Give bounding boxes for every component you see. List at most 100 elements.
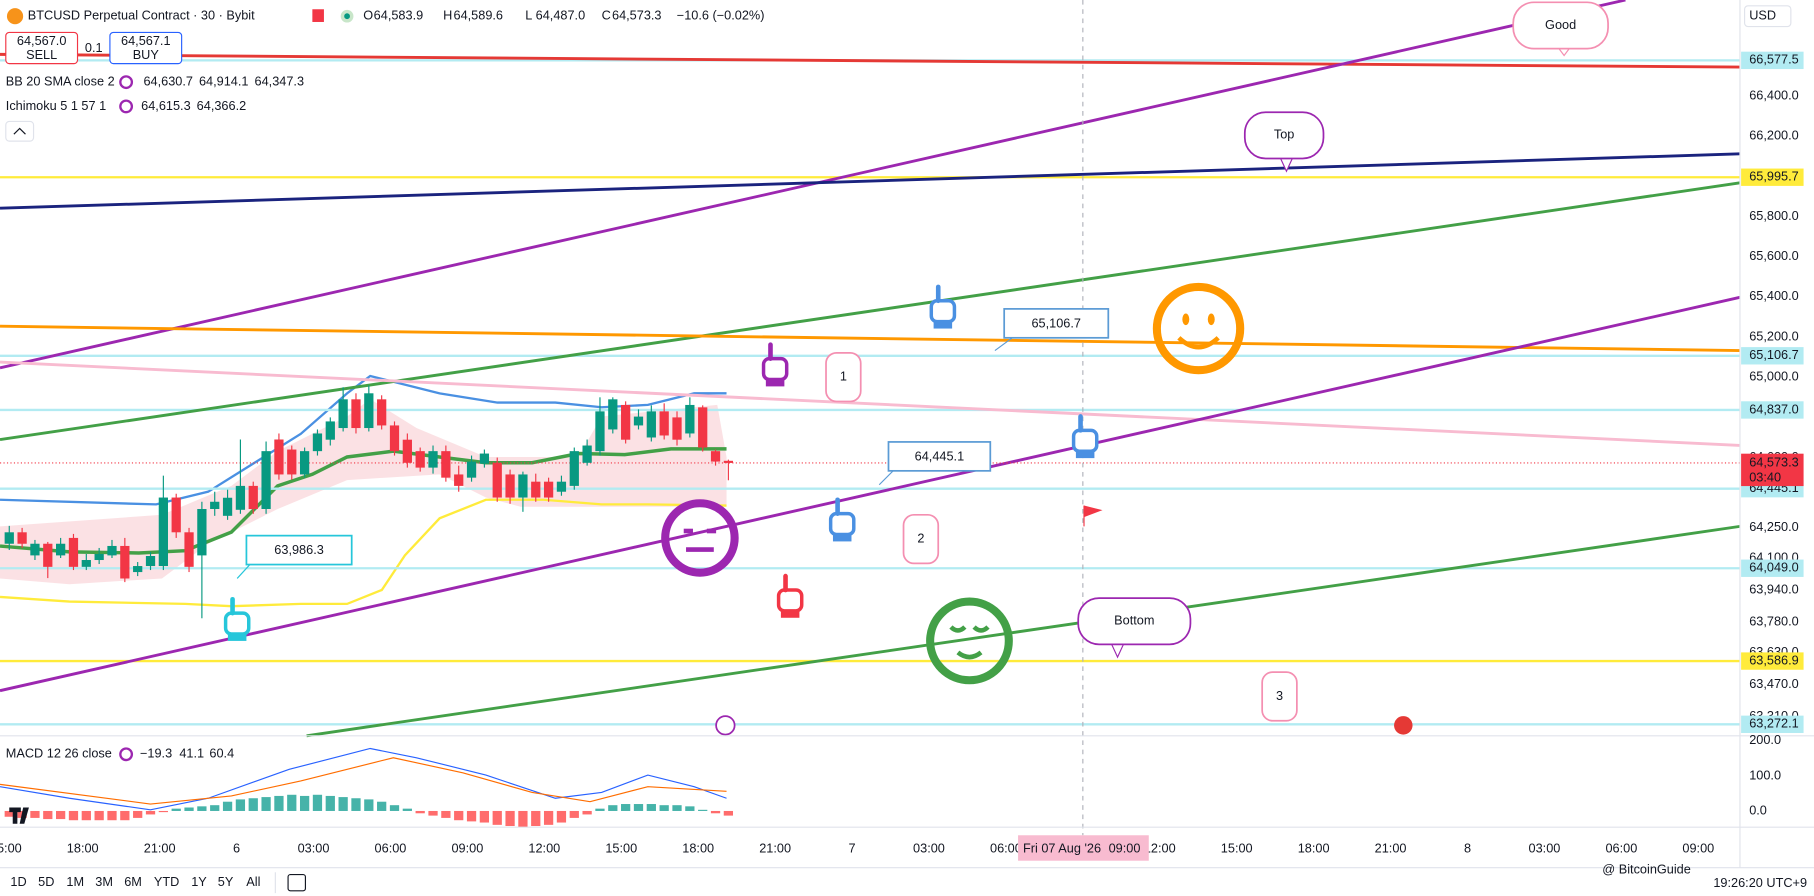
hand-cuff [1075,451,1095,459]
number-tag [1261,671,1298,722]
speech-bubble [1243,111,1325,160]
range-button[interactable]: 5D [38,874,54,889]
candle-body [261,451,271,509]
macd-histogram [94,810,104,821]
macd-axis-label: 200.0 [1749,732,1781,747]
range-button[interactable]: 6M [124,874,142,889]
x-tick-label: 12:00 [1144,841,1176,856]
x-tick-label: 21:00 [759,841,791,856]
macd-histogram [107,810,117,821]
macd-histogram [338,797,348,811]
range-button[interactable]: 5Y [218,874,234,889]
buy-label[interactable]: BUY [133,47,160,62]
range-button[interactable]: 1D [10,874,26,889]
level-label-bg [1741,715,1804,733]
macd-histogram [633,804,644,811]
macd-histogram [685,806,695,811]
candle-body [479,453,490,464]
x-tick-label: 12:00 [528,841,560,856]
hand-cuff [780,610,800,618]
indicator-value: −19.3 [140,746,172,761]
x-tick-label: 7 [849,841,856,856]
currency-label[interactable]: USD [1749,8,1776,23]
macd-histogram [248,798,258,811]
macd-histogram [4,810,14,817]
calendar-icon[interactable] [287,874,307,892]
callout-tail [878,470,894,486]
candle-body [402,439,412,463]
macd-histogram [608,805,618,811]
macd-histogram [261,797,271,811]
current-price-bg [1741,453,1804,487]
trend-line [0,181,1741,442]
currency-button[interactable] [1743,5,1792,28]
buy-price[interactable]: 64,567.1 [121,33,171,48]
x-tick-label: 21:00 [1375,841,1407,856]
bubble-text: Good [1545,17,1576,32]
candle-body [582,445,592,463]
sell-price[interactable]: 64,567.0 [17,33,67,48]
macd-histogram [30,810,40,818]
candle-body [4,532,14,544]
level-label-bg [1741,559,1804,577]
bubble-tail [1278,155,1294,173]
x-tick-label: 18:00 [1298,841,1330,856]
candle-body [621,404,631,440]
candle-body [723,460,734,463]
callout-tail [236,564,251,579]
candle-body [428,451,438,468]
macd-histogram [364,799,374,811]
candle-body [595,411,605,452]
candle-body [287,449,297,475]
sell-button[interactable] [5,31,79,65]
event-icon [715,715,736,736]
range-button[interactable]: 1M [66,874,84,889]
macd-histogram [479,810,490,823]
sell-label[interactable]: SELL [26,47,57,62]
candle-body [338,399,348,429]
level-label: 66,577.5 [1749,52,1799,67]
macd-histogram [723,810,734,816]
macd-histogram [56,810,66,820]
candle-body [325,421,335,440]
ohlc-value: 64,573.3 [612,8,662,23]
range-button[interactable]: YTD [154,874,179,889]
indicator-name: BB 20 SMA close 2 [6,73,115,88]
change: −10.6 (−0.02%) [677,8,765,23]
indicator-name: Ichimoku 5 1 57 1 [6,98,106,113]
callout-box [887,441,992,472]
y-tick-label: 65,400.0 [1749,288,1799,303]
trend-line [0,152,1740,210]
range-button[interactable]: All [246,874,260,889]
buy-button[interactable] [109,31,183,65]
candle-body [377,399,387,426]
ohlc-value: 64,589.6 [454,8,504,23]
collapse-button[interactable] [5,120,35,142]
macd-histogram [672,805,682,811]
hand-icon [223,611,251,636]
candle-body [556,481,567,492]
candle-body [389,425,400,452]
emoji-eye [1182,313,1190,326]
indicator-name: MACD 12 26 close [6,746,112,761]
trend-line [306,524,1741,738]
hand-icon [1071,428,1099,453]
macd-histogram [454,810,464,821]
callout-box [245,534,353,566]
number-text: 2 [917,530,924,545]
range-button[interactable]: 1Y [191,874,207,889]
trend-line [0,295,1741,693]
level-label-bg [1741,168,1804,186]
macd-histogram [698,809,708,811]
y-tick-label: 66,200.0 [1749,128,1799,143]
macd-histogram [389,805,400,811]
crosshair-date: Fri 07 Aug '26 [1023,841,1101,856]
callout-text: 64,445.1 [915,448,965,463]
macd-histogram [184,807,194,811]
range-button[interactable]: 3M [95,874,113,889]
crosshair-time: 09:00 [1109,841,1141,856]
candle-body [235,485,246,510]
signal-line [0,757,727,805]
macd-histogram [197,806,207,811]
